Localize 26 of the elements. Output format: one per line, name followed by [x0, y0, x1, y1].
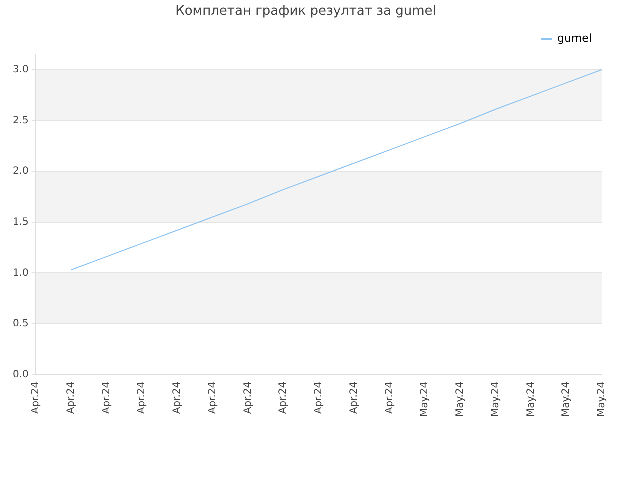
x-tick-label: Apr.24: [242, 382, 254, 414]
x-tick-label: May.24: [596, 382, 608, 418]
y-tick-label: 1.5: [12, 216, 29, 228]
x-tick-label: Apr.24: [172, 382, 184, 414]
x-tick-label: Apr.24: [101, 382, 112, 414]
x-tick-label: Apr.24: [207, 382, 218, 414]
y-tick-label: 0.0: [12, 369, 29, 380]
y-tick-label: 0.5: [12, 318, 29, 330]
x-tick-label: Apr.24: [348, 382, 360, 414]
x-tick-label: May.24: [455, 382, 466, 418]
x-tick-label: Apr.24: [278, 382, 290, 414]
x-tick-label: May.24: [490, 382, 502, 418]
x-tick-label: Apr.24: [66, 382, 77, 414]
chart-title: Комплетан график резултат за gumel: [176, 4, 436, 20]
x-tick-label: May.24: [526, 382, 537, 418]
x-tick-label: Apr.24: [136, 382, 148, 414]
x-tick-label: May.24: [561, 382, 572, 418]
y-tick-label: 2.5: [12, 115, 29, 126]
legend-label: gumel: [558, 32, 592, 45]
y-tick-label: 3.0: [12, 64, 29, 76]
x-tick-label: Apr.24: [30, 382, 42, 414]
y-tick-label: 1.0: [12, 268, 29, 279]
x-tick-label: Apr.24: [314, 382, 325, 414]
y-tick-label: 2.0: [12, 166, 29, 178]
x-tick-label: May.24: [420, 382, 431, 418]
x-tick-label: Apr.24: [384, 382, 396, 414]
